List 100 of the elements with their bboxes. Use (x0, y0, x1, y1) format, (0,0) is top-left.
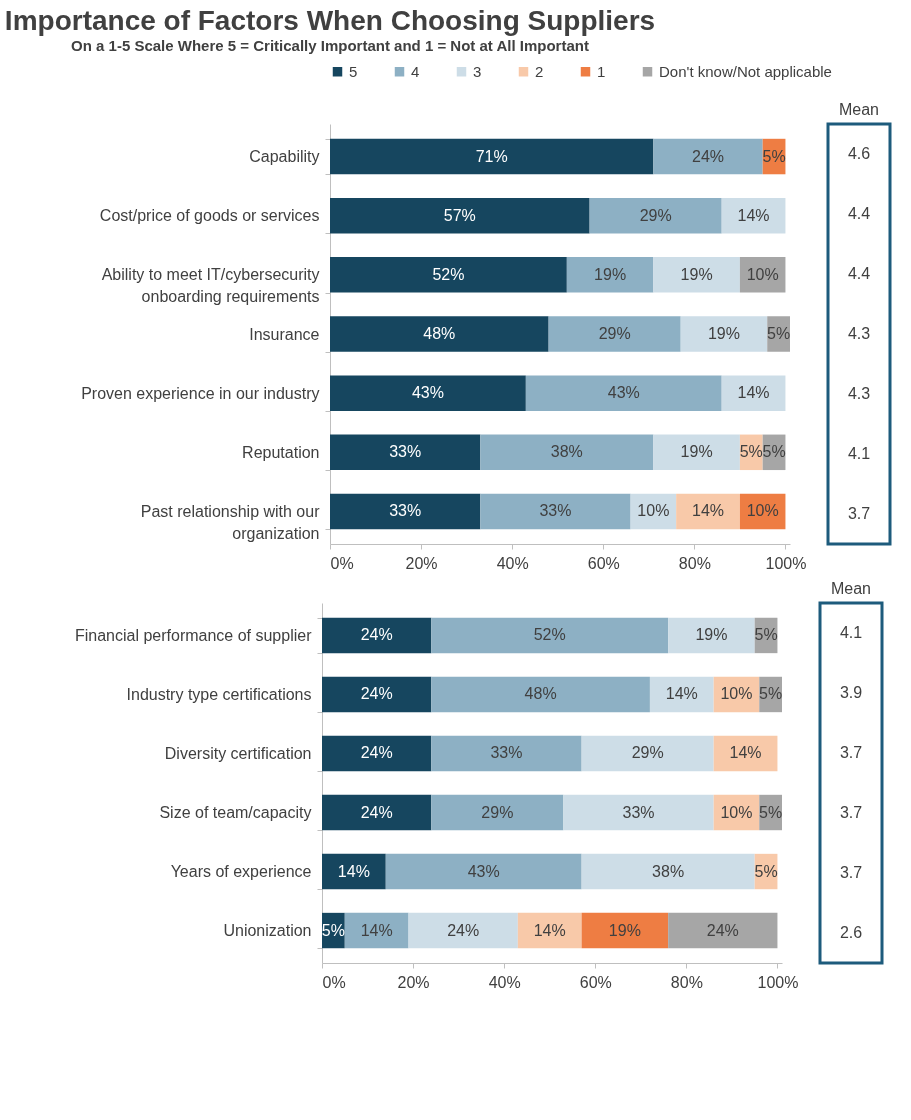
data-label: 38% (652, 862, 685, 880)
text: 3.7 (847, 505, 871, 522)
bar (653, 434, 740, 471)
data-label: 43% (467, 862, 500, 880)
x-tick-label: 40% (496, 554, 529, 572)
y-tick-label: Industry type certifications (126, 685, 312, 703)
data-label: 52% (533, 626, 566, 644)
bar (581, 735, 714, 772)
data-label: 24% (360, 626, 393, 644)
text: 2.6 (839, 924, 863, 941)
data-label: 5% (754, 862, 778, 880)
data-label: 5% (762, 147, 786, 165)
x-tick-label: 20% (397, 973, 430, 991)
data-label: 43% (607, 384, 640, 402)
bar (525, 375, 722, 411)
bar (589, 197, 722, 234)
data-label: 57% (443, 206, 476, 224)
data-label: 14% (665, 685, 698, 703)
text: 4.3 (847, 385, 871, 402)
data-label: 14% (533, 921, 566, 939)
data-label: 14% (737, 206, 770, 224)
legend-label: 3 (473, 62, 482, 80)
bar (653, 257, 740, 293)
x-tick-label: 80% (670, 973, 703, 991)
data-label: 24% (360, 803, 393, 821)
x-tick-label: 0% (330, 554, 354, 572)
bar (385, 853, 582, 890)
bar (676, 493, 740, 530)
data-label: 19% (608, 921, 641, 939)
data-label: 24% (692, 147, 725, 165)
data-label: 24% (360, 685, 393, 703)
bar (322, 853, 386, 890)
bar (680, 316, 768, 352)
y-tick-label: Insurance (249, 325, 320, 343)
data-label: 5% (762, 443, 786, 461)
bar (668, 617, 755, 654)
data-label: 5% (759, 803, 783, 821)
data-label: 19% (594, 265, 627, 283)
text: Mean (838, 101, 880, 118)
x-tick-label: 0% (322, 973, 346, 991)
y-tick-label: Cost/price of goods or services (99, 207, 320, 225)
data-label: 48% (423, 325, 456, 342)
data-label: 14% (737, 384, 770, 402)
data-label: 71% (475, 147, 508, 165)
chart-subtitle: On a 1-5 Scale Where 5 = Critically Important and 1 = Not at All Important (71, 37, 589, 54)
y-tick-label: Ability to meet IT/cybersecurity onboarding requirements (101, 266, 320, 306)
data-label: 14% (337, 862, 370, 880)
data-label: 19% (680, 443, 713, 461)
data-label: 19% (695, 626, 728, 644)
bar (668, 912, 778, 949)
text: Mean (830, 580, 872, 597)
text: 4.1 (839, 624, 863, 641)
data-label: 29% (598, 325, 631, 342)
bar (330, 434, 481, 471)
text: 3.7 (839, 804, 863, 821)
data-label: 5% (739, 443, 763, 461)
data-label: 10% (637, 502, 670, 520)
bar (566, 257, 654, 293)
text: 3.7 (839, 744, 863, 761)
y-tick-label: Capability (249, 148, 320, 166)
x-tick-label: 20% (405, 554, 438, 572)
bar (649, 676, 714, 713)
text: 4.4 (847, 205, 871, 222)
bar (431, 676, 650, 713)
data-label: 24% (360, 744, 393, 762)
data-label: 48% (524, 685, 557, 703)
data-label: 14% (729, 744, 762, 762)
data-label: 14% (692, 502, 725, 520)
bar (344, 912, 409, 949)
text: 3.9 (839, 684, 863, 701)
data-label: 5% (759, 685, 783, 703)
data-label: 29% (631, 744, 664, 762)
x-tick-label: 40% (488, 973, 521, 991)
bar (581, 853, 755, 890)
y-tick-label: Financial performance of supplier (74, 626, 313, 644)
text: 4.6 (847, 145, 871, 162)
bar (330, 316, 549, 352)
y-tick-label: Years of experience (170, 863, 312, 881)
bar (322, 617, 432, 654)
y-tick-label: Reputation (242, 443, 320, 461)
data-label: 33% (539, 502, 572, 520)
bar (480, 493, 631, 530)
bar (431, 794, 564, 831)
legend-label: 2 (535, 62, 544, 80)
bar (330, 375, 526, 411)
x-tick-label: 100% (765, 554, 807, 572)
bar (431, 735, 582, 772)
data-label: 14% (360, 921, 393, 939)
bar (330, 197, 590, 234)
legend-label: 4 (411, 62, 420, 80)
data-label: 10% (746, 502, 779, 520)
text: 4.1 (847, 445, 871, 462)
text: 3.7 (839, 864, 863, 881)
bar (322, 794, 432, 831)
data-label: 29% (481, 803, 514, 821)
data-label: 24% (447, 921, 480, 939)
bar (330, 493, 481, 530)
y-tick-label: Past relationship with our organization (140, 502, 321, 542)
legend-label: 1 (597, 62, 606, 80)
bar (653, 138, 763, 175)
